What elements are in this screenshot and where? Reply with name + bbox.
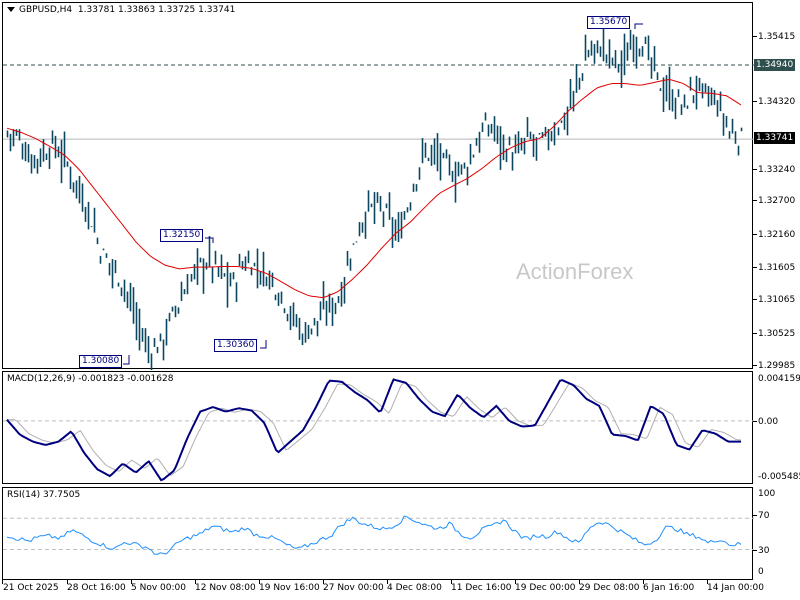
macd-axis-zero: 0.00	[758, 417, 779, 427]
macd-title: MACD(12,26,9) -0.001823 -0.001628	[7, 374, 174, 384]
time-label: 19 Nov 16:00	[259, 583, 320, 593]
annotation-swing-low: 1.30360	[214, 339, 258, 352]
macd-pane[interactable]: MACD(12,26,9) -0.001823 -0.001628	[2, 371, 754, 484]
time-label: 6 Jan 16:00	[643, 583, 695, 593]
time-label: 29 Dec 08:00	[579, 583, 640, 593]
time-label: 27 Nov 00:00	[323, 583, 384, 593]
time-label: 4 Dec 08:00	[387, 583, 442, 593]
ohlc-values: 1.33781 1.33863 1.33725 1.33741	[77, 5, 236, 15]
symbol-header: GBPUSD,H4 1.33781 1.33863 1.33725 1.3374…	[7, 5, 235, 15]
rsi-title: RSI(14) 37.7505	[7, 490, 81, 500]
price-label: 1.33240	[758, 165, 796, 175]
annotation-swing-high: 1.32150	[160, 229, 204, 242]
time-label: 19 Dec 00:00	[515, 583, 576, 593]
annotation-high: 1.35670	[587, 16, 631, 29]
price-axis[interactable]: 1.35415 1.34320 1.33240 1.32700 1.32160 …	[753, 2, 800, 371]
time-label: 21 Oct 2025	[3, 583, 59, 593]
price-label: 1.32700	[758, 196, 796, 206]
price-label: 1.30525	[758, 329, 796, 339]
dropdown-arrow-icon[interactable]	[7, 7, 15, 12]
time-label: 12 Nov 08:00	[195, 583, 256, 593]
main-price-pane[interactable]: GBPUSD,H4 1.33781 1.33863 1.33725 1.3374…	[2, 2, 754, 370]
rsi-canvas	[3, 515, 754, 555]
current-price-tag: 1.33741	[754, 132, 796, 144]
level-price-tag: 1.34940	[754, 59, 796, 71]
price-label: 1.35415	[758, 32, 796, 42]
annotation-low: 1.30080	[79, 355, 123, 368]
rsi-axis-100: 100	[758, 489, 776, 499]
price-chart-canvas[interactable]	[3, 3, 754, 370]
rsi-axis-0: 0	[758, 567, 764, 577]
macd-axis-min: -0.005485	[758, 472, 800, 482]
price-label: 1.34320	[758, 97, 796, 107]
rsi-pane[interactable]: RSI(14) 37.7505	[2, 487, 754, 580]
price-label: 1.32160	[758, 230, 796, 240]
time-label: 11 Dec 16:00	[451, 583, 512, 593]
macd-axis[interactable]: 0.004159 0.00 -0.005485	[753, 371, 800, 484]
time-label: 28 Oct 16:00	[67, 583, 126, 593]
price-label: 1.31065	[758, 295, 796, 305]
time-axis[interactable]: 21 Oct 2025 28 Oct 16:00 5 Nov 00:00 12 …	[2, 580, 764, 600]
watermark: ActionForex	[516, 259, 634, 284]
time-label: 5 Nov 00:00	[131, 583, 186, 593]
rsi-axis-30: 30	[758, 546, 770, 556]
rsi-axis[interactable]: 100 70 30 0	[753, 487, 800, 580]
time-label: 14 Jan 00:00	[707, 583, 764, 593]
price-label: 1.31605	[758, 263, 796, 273]
macd-axis-max: 0.004159	[758, 374, 800, 384]
price-label: 1.29985	[758, 361, 796, 371]
macd-canvas	[3, 378, 754, 482]
symbol-title: GBPUSD,H4	[19, 5, 73, 15]
rsi-axis-70: 70	[758, 511, 770, 521]
